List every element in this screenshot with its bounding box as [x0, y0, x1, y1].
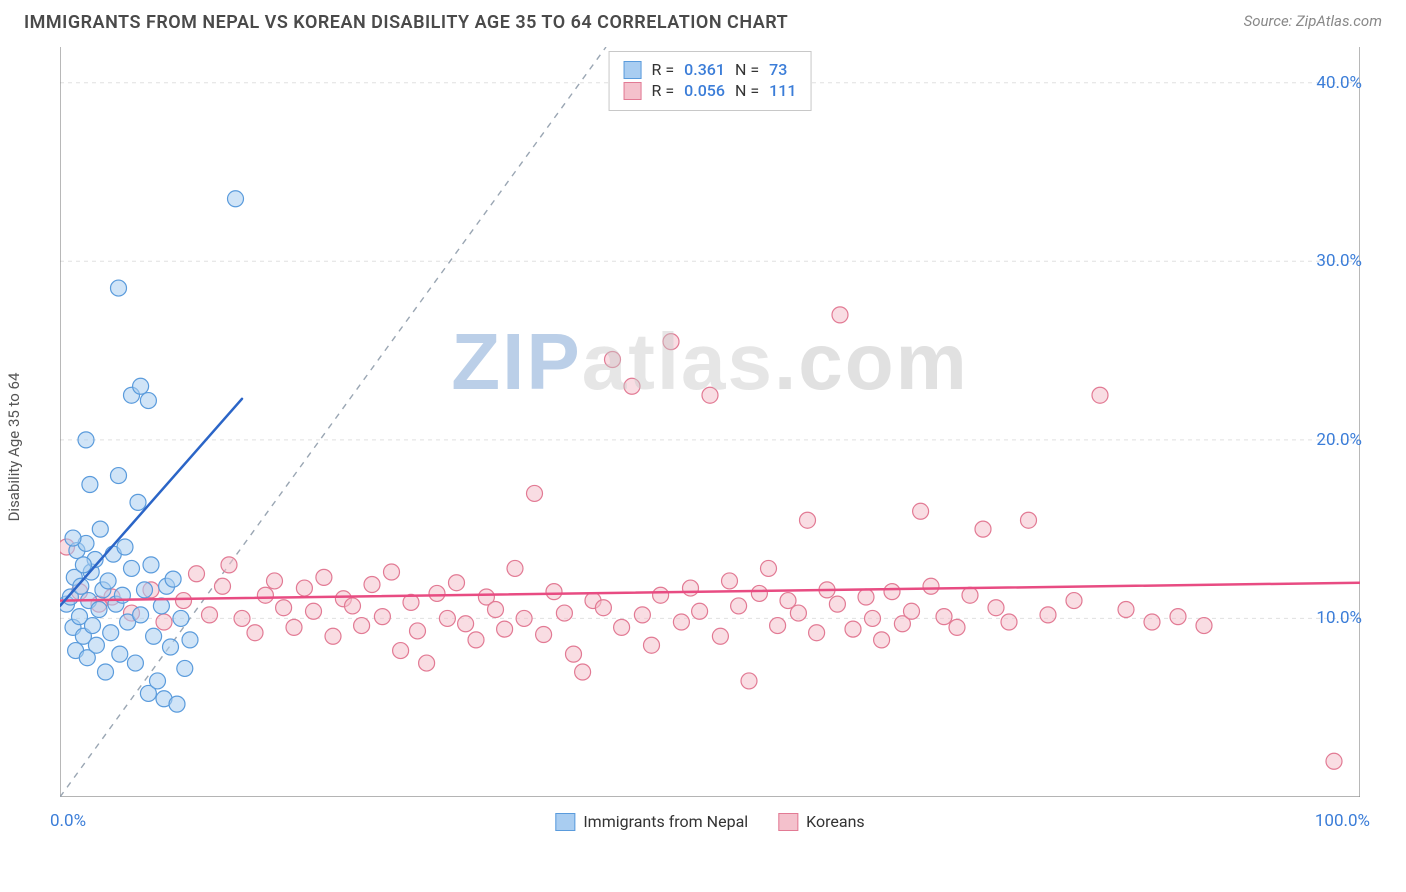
n-label: N =: [735, 81, 759, 100]
legend-label-nepal: Immigrants from Nepal: [583, 812, 748, 831]
plot-area: ZIPatlas.com R = 0.361 N = 73 R = 0.056 …: [60, 47, 1360, 797]
legend-item-korean: Koreans: [778, 812, 865, 831]
n-value-nepal: 73: [769, 60, 787, 79]
y-axis-label: Disability Age 35 to 64: [5, 373, 23, 522]
legend-label-korean: Koreans: [806, 812, 865, 831]
r-value-korean: 0.056: [684, 81, 725, 100]
y-tick-label: 30.0%: [1316, 251, 1362, 271]
x-axis-min-label: 0.0%: [50, 811, 86, 831]
series-legend: Immigrants from Nepal Koreans: [555, 812, 864, 831]
scatter-svg: [60, 47, 1360, 797]
n-value-korean: 111: [769, 81, 796, 100]
y-tick-label: 40.0%: [1316, 73, 1362, 93]
legend-row-nepal: R = 0.361 N = 73: [624, 60, 797, 79]
correlation-legend: R = 0.361 N = 73 R = 0.056 N = 111: [609, 51, 812, 111]
y-tick-label: 20.0%: [1316, 430, 1362, 450]
r-label: R =: [652, 81, 675, 100]
legend-row-korean: R = 0.056 N = 111: [624, 81, 797, 100]
swatch-nepal-icon: [555, 813, 575, 831]
swatch-korean-icon: [778, 813, 798, 831]
x-axis-max-label: 100.0%: [1315, 811, 1370, 831]
r-value-nepal: 0.361: [684, 60, 725, 79]
swatch-nepal: [624, 61, 642, 79]
source-credit: Source: ZipAtlas.com: [1244, 12, 1382, 30]
y-tick-label: 10.0%: [1316, 608, 1362, 628]
swatch-korean: [624, 82, 642, 100]
n-label: N =: [735, 60, 759, 79]
chart-container: Disability Age 35 to 64 ZIPatlas.com R =…: [22, 37, 1382, 857]
chart-title: IMMIGRANTS FROM NEPAL VS KOREAN DISABILI…: [24, 12, 788, 33]
r-label: R =: [652, 60, 675, 79]
legend-item-nepal: Immigrants from Nepal: [555, 812, 748, 831]
